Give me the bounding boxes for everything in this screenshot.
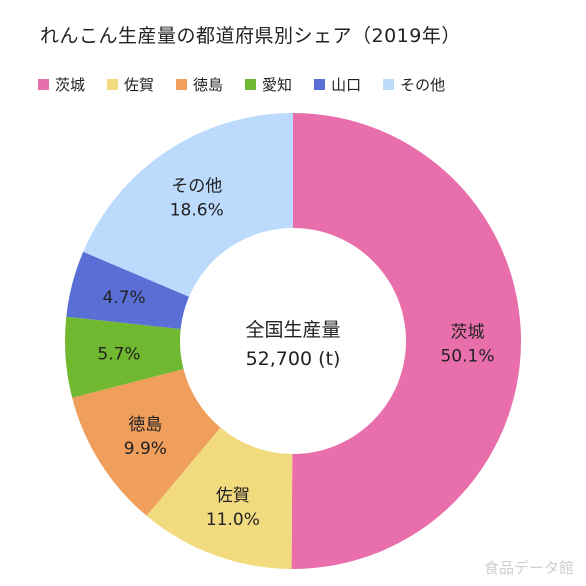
slice-label: その他 bbox=[171, 176, 222, 196]
legend-swatch bbox=[176, 79, 188, 90]
center-label-line2: 52,700 (t) bbox=[245, 348, 341, 370]
slice-value: 11.0% bbox=[206, 510, 260, 530]
chart-title: れんこん生産量の都道府県別シェア（2019年） bbox=[40, 25, 461, 47]
slice-label: 茨城 bbox=[450, 323, 484, 343]
legend-label: 愛知 bbox=[262, 76, 293, 94]
donut-slice bbox=[72, 369, 221, 516]
slice-value: 5.7% bbox=[97, 345, 140, 365]
slice-label: 佐賀 bbox=[216, 486, 250, 506]
legend-swatch bbox=[107, 79, 119, 90]
donut-slice bbox=[83, 113, 294, 297]
legend-label: 徳島 bbox=[193, 76, 224, 94]
legend-label: 茨城 bbox=[55, 76, 86, 94]
legend-item: 山口 bbox=[314, 74, 361, 95]
slice-value: 4.7% bbox=[103, 288, 146, 308]
legend-item: その他 bbox=[383, 74, 445, 95]
center-label-line1: 全国生産量 bbox=[245, 319, 341, 341]
site-watermark: 食品データ館 bbox=[483, 559, 574, 577]
legend-swatch bbox=[245, 79, 257, 90]
donut-slice bbox=[146, 427, 293, 569]
legend-item: 佐賀 bbox=[107, 74, 154, 95]
legend: 茨城 佐賀 徳島 愛知 山口 その他 bbox=[38, 74, 578, 95]
slice-label: 徳島 bbox=[128, 415, 162, 435]
center-label: 全国生産量 52,700 (t) bbox=[193, 316, 393, 374]
legend-item: 徳島 bbox=[176, 74, 223, 95]
legend-label: その他 bbox=[400, 76, 446, 94]
legend-item: 茨城 bbox=[38, 74, 85, 95]
legend-label: 山口 bbox=[331, 76, 362, 94]
slice-value: 50.1% bbox=[440, 347, 494, 367]
slice-value: 18.6% bbox=[170, 200, 224, 220]
legend-label: 佐賀 bbox=[124, 76, 155, 94]
donut-slice bbox=[65, 316, 184, 398]
legend-swatch bbox=[38, 79, 49, 90]
donut-slice bbox=[66, 251, 190, 329]
donut-slice bbox=[291, 113, 522, 569]
legend-item: 愛知 bbox=[245, 74, 292, 95]
legend-swatch bbox=[383, 79, 395, 90]
slice-value: 9.9% bbox=[124, 439, 167, 459]
legend-swatch bbox=[314, 79, 326, 90]
